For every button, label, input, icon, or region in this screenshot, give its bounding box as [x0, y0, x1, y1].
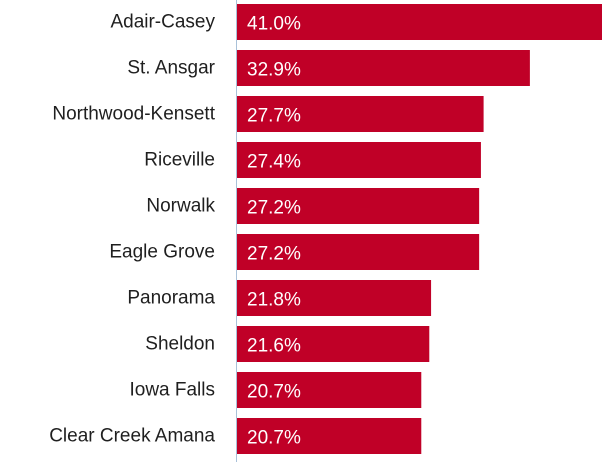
bar	[237, 372, 422, 408]
data-label: 21.8%	[247, 290, 301, 311]
data-label: 27.2%	[247, 244, 301, 265]
category-label: Norwalk	[146, 196, 215, 217]
category-label: Riceville	[144, 150, 215, 171]
bar	[237, 50, 530, 86]
bar	[237, 418, 422, 454]
category-label: Eagle Grove	[109, 242, 215, 263]
bar	[237, 4, 602, 40]
data-label: 21.6%	[247, 336, 301, 357]
bar	[237, 96, 484, 132]
data-label: 27.2%	[247, 198, 301, 219]
category-label: Northwood-Kensett	[52, 104, 215, 125]
category-label: Clear Creek Amana	[49, 426, 215, 447]
bar	[237, 142, 481, 178]
bar	[237, 326, 430, 362]
data-label: 20.7%	[247, 428, 301, 449]
bars-group	[237, 4, 602, 454]
category-label: Panorama	[127, 288, 215, 309]
bar	[237, 188, 480, 224]
category-label: Sheldon	[145, 334, 215, 355]
bar	[237, 234, 480, 270]
data-label: 27.4%	[247, 152, 301, 173]
data-label: 20.7%	[247, 382, 301, 403]
category-label: Adair-Casey	[110, 12, 215, 33]
bar	[237, 280, 432, 316]
data-label: 41.0%	[247, 14, 301, 35]
data-label: 27.7%	[247, 106, 301, 127]
data-label: 32.9%	[247, 60, 301, 81]
category-label: St. Ansgar	[127, 58, 215, 79]
category-label: Iowa Falls	[129, 380, 215, 401]
